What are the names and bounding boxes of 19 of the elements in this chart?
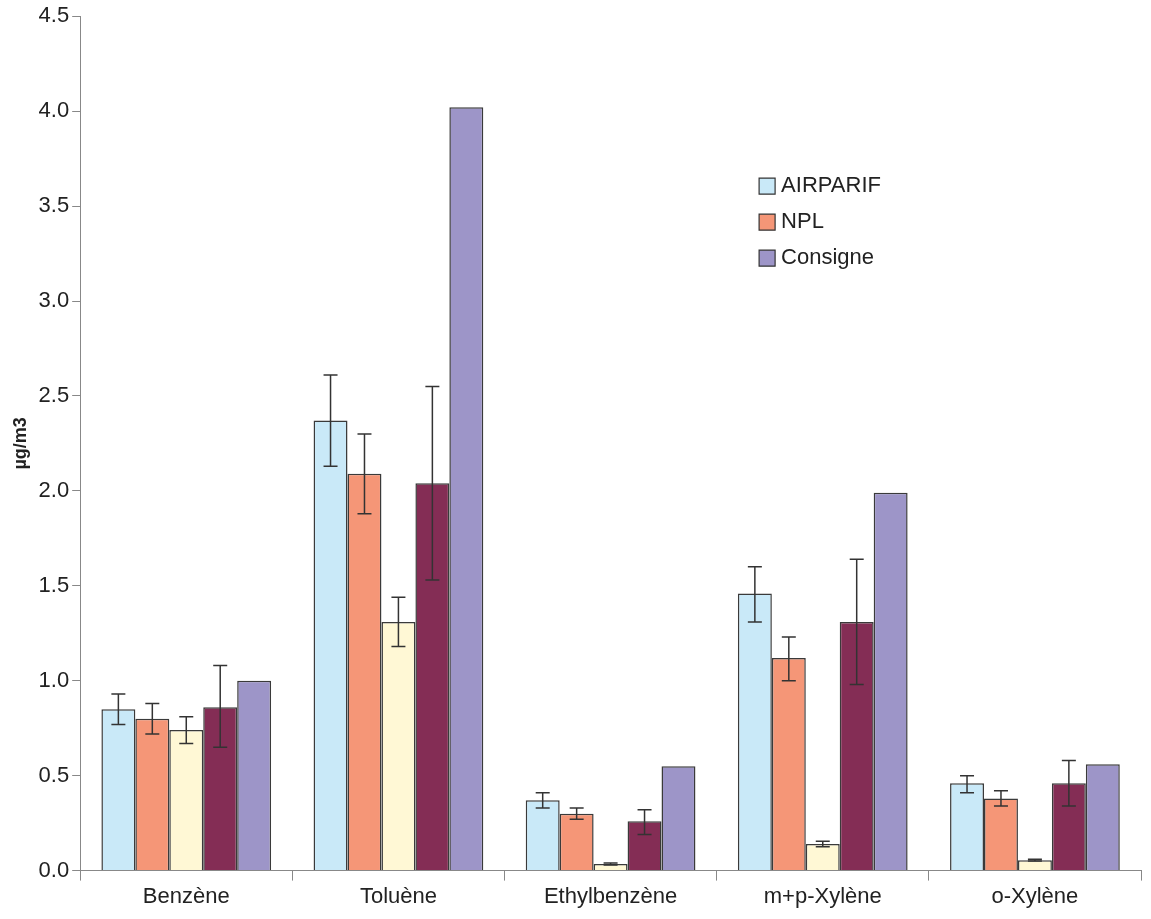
x-tick-label: m+p-Xylène bbox=[763, 882, 882, 908]
x-tick-label: Toluène bbox=[359, 882, 437, 908]
x-tick-label: Ethylbenzène bbox=[543, 882, 678, 908]
x-tick-label: o-Xylène bbox=[991, 882, 1079, 908]
y-tick-label: 1.5 bbox=[38, 571, 70, 597]
y-tick-label: 0.5 bbox=[38, 761, 70, 787]
legend-label: NPL bbox=[781, 208, 824, 234]
legend-label: Consigne bbox=[781, 244, 875, 270]
y-tick-label: 2.5 bbox=[38, 382, 70, 407]
x-tick-label: Benzène bbox=[142, 882, 230, 908]
y-tick-label: 3.5 bbox=[38, 192, 70, 218]
y-tick-label: 1.0 bbox=[38, 666, 70, 692]
y-tick-label: 4.5 bbox=[38, 2, 70, 28]
y-tick-label: 0.0 bbox=[38, 856, 70, 882]
legend-label: AIRPARIF bbox=[781, 172, 881, 198]
y-tick-label: 3.0 bbox=[38, 287, 70, 313]
y-tick-label: 4.0 bbox=[38, 97, 70, 123]
y-tick-label: 2.0 bbox=[38, 476, 70, 502]
y-axis-title: µg/m3 bbox=[9, 417, 30, 470]
